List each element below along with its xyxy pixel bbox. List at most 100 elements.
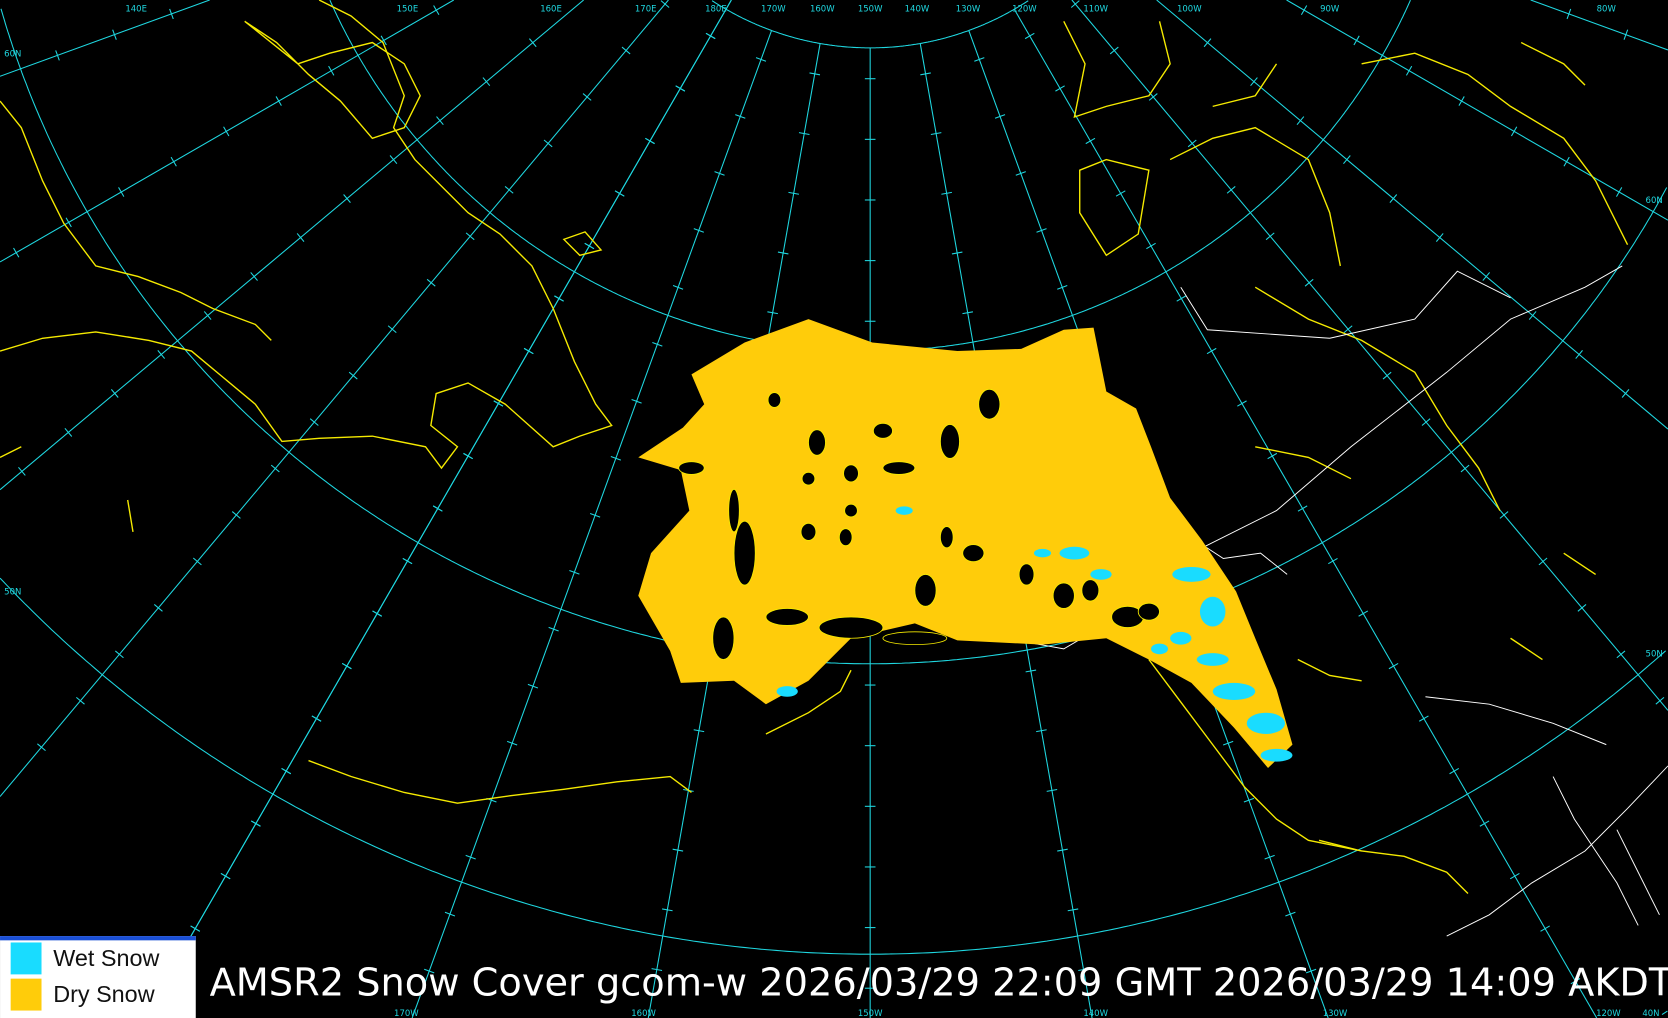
graticule-tick	[1055, 85, 1065, 92]
graticule-tick	[930, 132, 942, 136]
graticule-label: 170E	[635, 5, 657, 15]
graticule-label: 120W	[1596, 1009, 1621, 1018]
graticule-tick	[584, 242, 595, 250]
wet-snow-patch	[776, 686, 798, 697]
graticule-tick	[1237, 400, 1247, 407]
graticule-label: 160W	[810, 5, 835, 15]
snow-free-patch	[1018, 563, 1035, 586]
graticule-tick	[296, 233, 305, 242]
graticule-tick	[1388, 662, 1399, 670]
meridian-line	[1530, 0, 1668, 51]
graticule-tick	[1264, 854, 1275, 860]
graticule-tick	[1538, 557, 1548, 566]
graticule-tick	[1389, 194, 1398, 203]
graticule-tick	[621, 46, 631, 55]
graticule-tick	[994, 114, 1006, 119]
graticule-tick	[651, 968, 663, 971]
graticule-tick	[1243, 797, 1255, 803]
graticule-tick	[65, 217, 72, 228]
graticule-label: 90W	[1320, 5, 1340, 15]
snow-free-patch	[801, 471, 816, 486]
graticule-tick	[672, 848, 684, 852]
graticule-tick	[675, 85, 686, 92]
graticule-tick	[1148, 93, 1158, 101]
graticule-tick	[1296, 116, 1305, 126]
wet-snow-patch	[1212, 682, 1256, 700]
graticule-tick	[1458, 96, 1465, 106]
graticule-tick	[250, 820, 261, 827]
graticule-tick	[1577, 604, 1587, 612]
graticule-tick	[426, 278, 436, 287]
graticule-label: 150W	[858, 5, 883, 15]
graticule-tick	[1036, 729, 1047, 733]
graticule-tick	[1405, 65, 1413, 76]
graticule-label: 160E	[540, 5, 562, 15]
graticule-tick	[220, 873, 231, 880]
wet-snow-patch	[1196, 653, 1229, 666]
graticule-tick	[523, 347, 534, 355]
graticule-tick	[18, 466, 26, 476]
graticule-tick	[1435, 233, 1444, 242]
graticule-tick	[1206, 347, 1217, 355]
graticule-labels: 140E 150E 160E 170E 180E 170W 160W 150W 140W 130W…	[4, 5, 1663, 1018]
graticule-tick	[504, 186, 514, 194]
graticule-tick	[1024, 32, 1035, 40]
latitude-circle	[0, 577, 1666, 955]
graticule-tick	[1070, 0, 1080, 8]
graticule-tick	[372, 610, 382, 617]
graticule-tick	[1085, 137, 1096, 145]
snow-free-patch	[978, 388, 1001, 420]
graticule-tick	[1482, 272, 1491, 281]
graticule-tick	[974, 57, 985, 62]
graticule-label: 180E	[705, 5, 727, 15]
snow-free-patch	[838, 528, 853, 547]
graticule-tick	[1616, 650, 1626, 659]
graticule-label: 150E	[397, 5, 419, 15]
graticule-label: 100W	[1177, 5, 1202, 15]
graticule-tick	[114, 650, 124, 659]
graticule-tick	[153, 604, 163, 612]
graticule-tick	[528, 38, 537, 48]
graticule-label: 160W	[631, 1009, 656, 1018]
snow-free-patch	[914, 573, 937, 607]
graticule-tick	[1057, 285, 1068, 290]
dry-snow-label: Dry Snow	[53, 981, 154, 1007]
graticule-label: 170W	[394, 1009, 419, 1018]
wet-snow-patch	[1090, 569, 1112, 580]
graticule-tick	[1267, 452, 1278, 460]
graticule-tick	[1479, 820, 1490, 827]
graticule-tick	[1146, 242, 1156, 250]
graticule-tick	[1046, 788, 1058, 792]
graticule-tick	[432, 505, 443, 512]
graticule-label: 50N	[1646, 649, 1663, 659]
graticule-tick	[387, 325, 397, 334]
graticule-tick	[190, 925, 201, 932]
graticule-tick	[76, 696, 85, 705]
graticule-tick	[582, 93, 592, 101]
graticule-tick	[311, 715, 322, 722]
snow-free-patch	[733, 520, 756, 586]
graticule-tick	[444, 911, 456, 917]
graticule-tick	[465, 854, 476, 860]
graticule-tick	[1187, 139, 1197, 148]
graticule-tick	[463, 452, 473, 460]
graticule-tick	[1528, 311, 1537, 320]
graticule-tick	[1057, 848, 1068, 852]
graticule-tick	[1421, 418, 1431, 426]
snow-free-patch	[767, 392, 782, 408]
meridian-line	[1071, 0, 1668, 711]
graticule-tick	[672, 285, 684, 290]
graticule-tick	[1382, 371, 1392, 380]
graticule-label: 50N	[4, 588, 21, 598]
legend: Wet Snow Dry Snow	[0, 936, 196, 1018]
alaska-snow-cover	[638, 319, 1293, 769]
graticule-tick	[951, 251, 963, 255]
graticule-tick	[389, 155, 398, 165]
graticule-label: 110W	[1083, 5, 1108, 15]
snow-free-patch	[712, 616, 735, 660]
graticule-tick	[1358, 610, 1369, 617]
graticule-tick	[1509, 873, 1520, 880]
graticule-tick	[436, 116, 444, 126]
graticule-tick	[589, 512, 601, 518]
